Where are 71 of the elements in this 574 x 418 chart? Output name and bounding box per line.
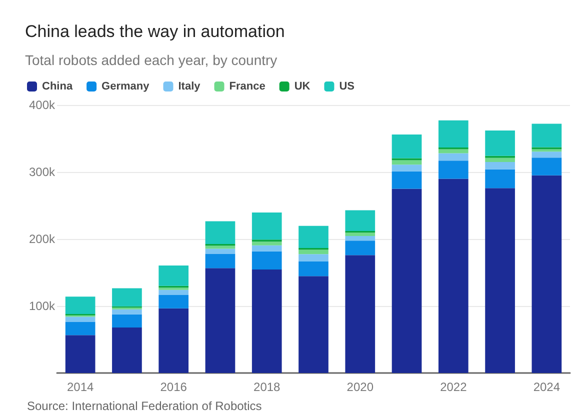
bar [252, 242, 282, 246]
bar [345, 240, 376, 256]
x-tick-label: 2020 [346, 380, 374, 394]
legend-label: Germany [102, 80, 150, 92]
bar [112, 327, 142, 373]
bar [438, 160, 468, 179]
bar [252, 212, 282, 240]
legend-label: France [229, 80, 266, 92]
legend-label: Italy [178, 80, 202, 92]
bar [112, 288, 142, 306]
bar [532, 175, 562, 373]
bar [205, 248, 236, 254]
bar [438, 149, 468, 154]
legend-label: UK [294, 80, 310, 92]
x-tick-label: 2014 [66, 380, 94, 394]
bar [205, 254, 236, 268]
bar [252, 245, 282, 252]
bar [438, 153, 468, 161]
bar [158, 294, 189, 308]
bar [298, 250, 328, 254]
y-tick-label: 100k [29, 299, 56, 313]
x-tick-label: 2022 [440, 380, 468, 394]
bar [65, 316, 96, 322]
bar [205, 221, 236, 244]
y-tick-label: 400k [29, 98, 56, 112]
bar [392, 188, 422, 373]
y-tick-label: 200k [29, 232, 56, 246]
bar [205, 268, 236, 373]
bar [392, 160, 422, 165]
bar [298, 226, 328, 248]
bar [205, 246, 236, 249]
bar [392, 171, 422, 189]
source-note: Source: International Federation of Robotics [27, 399, 262, 413]
bar [252, 251, 282, 270]
chart-subtitle: Total robots added each year, by country [25, 52, 278, 68]
legend-label: China [42, 80, 74, 92]
bar [345, 236, 376, 241]
bar [65, 335, 96, 373]
bar [485, 188, 515, 373]
bar [298, 276, 328, 373]
bar [112, 309, 142, 314]
bar [532, 124, 562, 148]
bar [345, 210, 376, 231]
bar [345, 255, 376, 373]
bar [298, 254, 328, 262]
bar [532, 158, 562, 176]
chart-title: China leads the way in automation [25, 22, 285, 41]
x-tick-label: 2024 [533, 380, 560, 394]
bar [345, 232, 376, 236]
bar [65, 322, 96, 336]
y-tick-label: 300k [29, 165, 56, 179]
legend-label: US [339, 80, 354, 92]
x-tick-label: 2018 [254, 380, 281, 394]
bar [112, 314, 142, 328]
bar [438, 178, 468, 373]
bar [158, 290, 189, 295]
bar [65, 296, 96, 314]
bar [252, 269, 282, 373]
bar [392, 134, 422, 158]
bar [298, 261, 328, 276]
x-tick-label: 2016 [160, 380, 188, 394]
bar [158, 265, 189, 286]
bar [485, 158, 515, 162]
bar [532, 149, 562, 152]
bar [485, 162, 515, 170]
bar [485, 169, 515, 188]
bar [485, 130, 515, 156]
bar [438, 120, 468, 148]
bar [532, 152, 562, 158]
bar [158, 308, 189, 373]
bar [392, 164, 422, 172]
